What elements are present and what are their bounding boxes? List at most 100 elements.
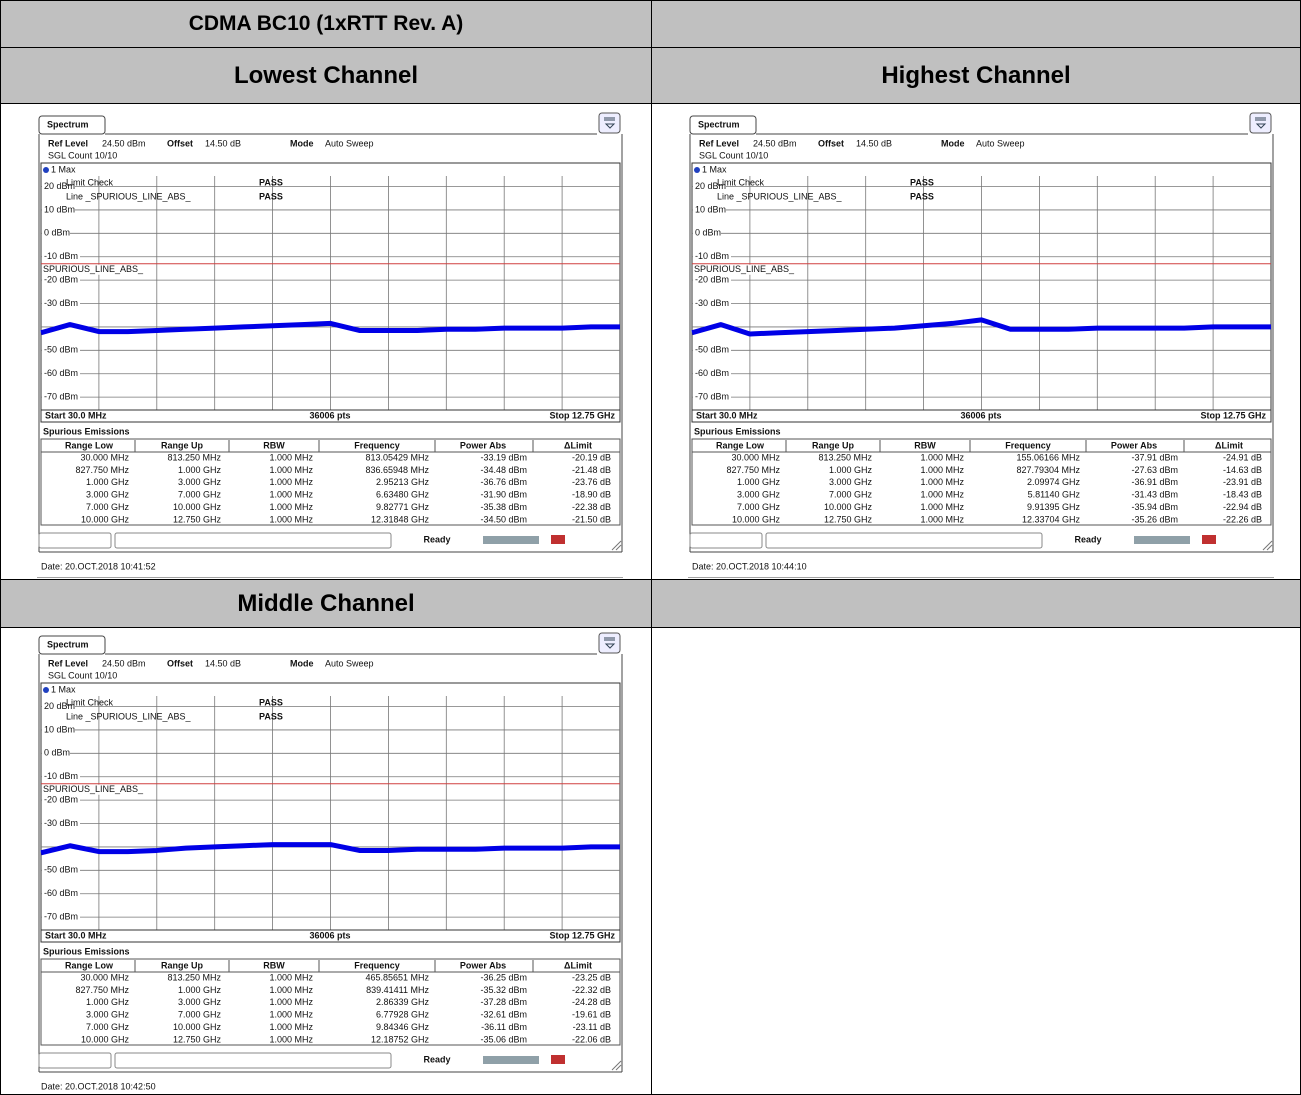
limit-check: Limit Check	[66, 697, 114, 707]
offset: 14.50 dB	[205, 138, 241, 148]
table-value: -21.48 dB	[572, 465, 611, 475]
table-value: 9.82771 GHz	[376, 502, 430, 512]
table-value: -14.63 dB	[1223, 465, 1262, 475]
table-value: -23.11 dB	[573, 1022, 611, 1032]
start-frequency: Start 30.0 MHz	[45, 930, 107, 940]
table-value: -34.48 dBm	[480, 465, 527, 475]
y-tick-label: -50 dBm	[695, 345, 729, 355]
mode: Auto Sweep	[976, 138, 1025, 148]
table-value: 1.000 MHz	[920, 465, 964, 475]
table-value: -35.94 dBm	[1131, 502, 1178, 512]
table-value: 10.000 GHz	[173, 1022, 222, 1032]
screenshot-cell: SpectrumRef Level24.50 dBmOffset14.50 dB…	[0, 628, 652, 1095]
table-value: -35.38 dBm	[480, 502, 527, 512]
table-value: 836.65948 MHz	[365, 465, 429, 475]
table-value: 9.84346 GHz	[376, 1022, 430, 1032]
table-value: 7.000 GHz	[178, 1010, 222, 1020]
empty-header-cell	[652, 0, 1301, 48]
column-header: Power Abs	[460, 960, 506, 970]
table-title: Spurious Emissions	[694, 426, 781, 436]
table-value: 2.95213 GHz	[376, 477, 430, 487]
table-value: 6.77928 GHz	[376, 1010, 430, 1020]
trace-label: 1 Max	[51, 684, 76, 694]
y-tick-label: -10 dBm	[44, 251, 78, 261]
table-value: 12.750 GHz	[824, 514, 873, 524]
table-value: -35.26 dBm	[1131, 514, 1178, 524]
sweep-count: SGL Count 10/10	[48, 670, 117, 680]
stop-frequency: Stop 12.75 GHz	[1200, 410, 1266, 420]
table-value: 9.91395 GHz	[1027, 502, 1081, 512]
table-value: 1.000 GHz	[86, 477, 130, 487]
table-value: 1.000 GHz	[178, 465, 222, 475]
status-icon	[551, 535, 565, 544]
column-header: Range Low	[716, 440, 765, 450]
table-value: 827.750 MHz	[75, 465, 129, 475]
date: Date: 20.OCT.2018 10:41:52	[41, 561, 156, 571]
table-value: 10.000 GHz	[81, 514, 130, 524]
table-value: 1.000 MHz	[920, 502, 964, 512]
sweep-count: SGL Count 10/10	[699, 150, 768, 160]
table-value: 3.000 GHz	[829, 477, 873, 487]
offset-label: Offset	[167, 138, 193, 148]
table-value: -36.76 dBm	[480, 477, 527, 487]
column-header: Range Low	[65, 960, 114, 970]
table-value: 3.000 GHz	[178, 477, 222, 487]
y-tick-label: -60 dBm	[44, 888, 78, 898]
table-value: -24.28 dB	[572, 997, 611, 1007]
trace-label: 1 Max	[51, 164, 76, 174]
heading-cell: Highest Channel	[652, 48, 1301, 104]
table-value: 7.000 GHz	[737, 502, 781, 512]
table-value: -36.91 dBm	[1131, 477, 1178, 487]
empty-cell	[652, 628, 1301, 1095]
column-header: ΔLimit	[1215, 440, 1243, 450]
y-tick-label: -30 dBm	[695, 298, 729, 308]
y-tick-label: -70 dBm	[695, 392, 729, 402]
trace-marker	[694, 167, 700, 173]
limit-label: SPURIOUS_LINE_ABS_	[694, 264, 795, 274]
table-value: 1.000 GHz	[86, 997, 130, 1007]
table-value: 12.750 GHz	[173, 1034, 222, 1044]
table-value: 30.000 MHz	[80, 452, 129, 462]
table-value: 3.000 GHz	[86, 1010, 130, 1020]
mode: Auto Sweep	[325, 138, 374, 148]
screen: SpectrumRef Level24.50 dBmOffset14.50 dB…	[37, 112, 623, 578]
limit-check: Limit Check	[717, 177, 765, 187]
table-value: 1.000 MHz	[920, 490, 964, 500]
y-tick-label: 10 dBm	[695, 204, 726, 214]
table-value: -37.91 dBm	[1131, 452, 1178, 462]
status: Ready	[1074, 534, 1101, 544]
ref-level: 24.50 dBm	[753, 138, 797, 148]
table-value: 5.81140 GHz	[1028, 490, 1081, 500]
y-tick-label: 0 dBm	[44, 228, 70, 238]
mode-label: Mode	[290, 658, 314, 668]
column-header: RBW	[263, 960, 285, 970]
heading-cell: Lowest Channel	[0, 48, 652, 104]
status-field	[115, 1053, 391, 1068]
table-title: Spurious Emissions	[43, 946, 130, 956]
trace-label: 1 Max	[702, 164, 727, 174]
column-header: Power Abs	[460, 440, 506, 450]
column-header: Range Up	[812, 440, 855, 450]
table-value: 1.000 MHz	[269, 985, 313, 995]
table-value: 1.000 MHz	[269, 452, 313, 462]
offset: 14.50 dB	[856, 138, 892, 148]
table-value: 1.000 MHz	[269, 465, 313, 475]
column-header: Range Up	[161, 960, 204, 970]
date: Date: 20.OCT.2018 10:42:50	[41, 1081, 156, 1091]
y-tick-label: -20 dBm	[44, 275, 78, 285]
y-tick-label: 0 dBm	[695, 228, 721, 238]
title-cell: CDMA BC10 (1xRTT Rev. A)	[0, 0, 652, 48]
column-header: Range Up	[161, 440, 204, 450]
title: CDMA BC10 (1xRTT Rev. A)	[189, 12, 464, 36]
table-value: -34.50 dBm	[480, 514, 527, 524]
table-value: 30.000 MHz	[731, 452, 780, 462]
analyzer-screenshot: SpectrumRef Level24.50 dBmOffset14.50 dB…	[1, 628, 651, 1093]
table-value: -35.32 dBm	[480, 985, 527, 995]
table-value: -36.25 dBm	[480, 972, 527, 982]
column-header: Power Abs	[1111, 440, 1157, 450]
table-value: 10.000 GHz	[81, 1034, 130, 1044]
stop-frequency: Stop 12.75 GHz	[549, 930, 615, 940]
table-value: -23.25 dB	[572, 972, 611, 982]
y-tick-label: 10 dBm	[44, 724, 75, 734]
